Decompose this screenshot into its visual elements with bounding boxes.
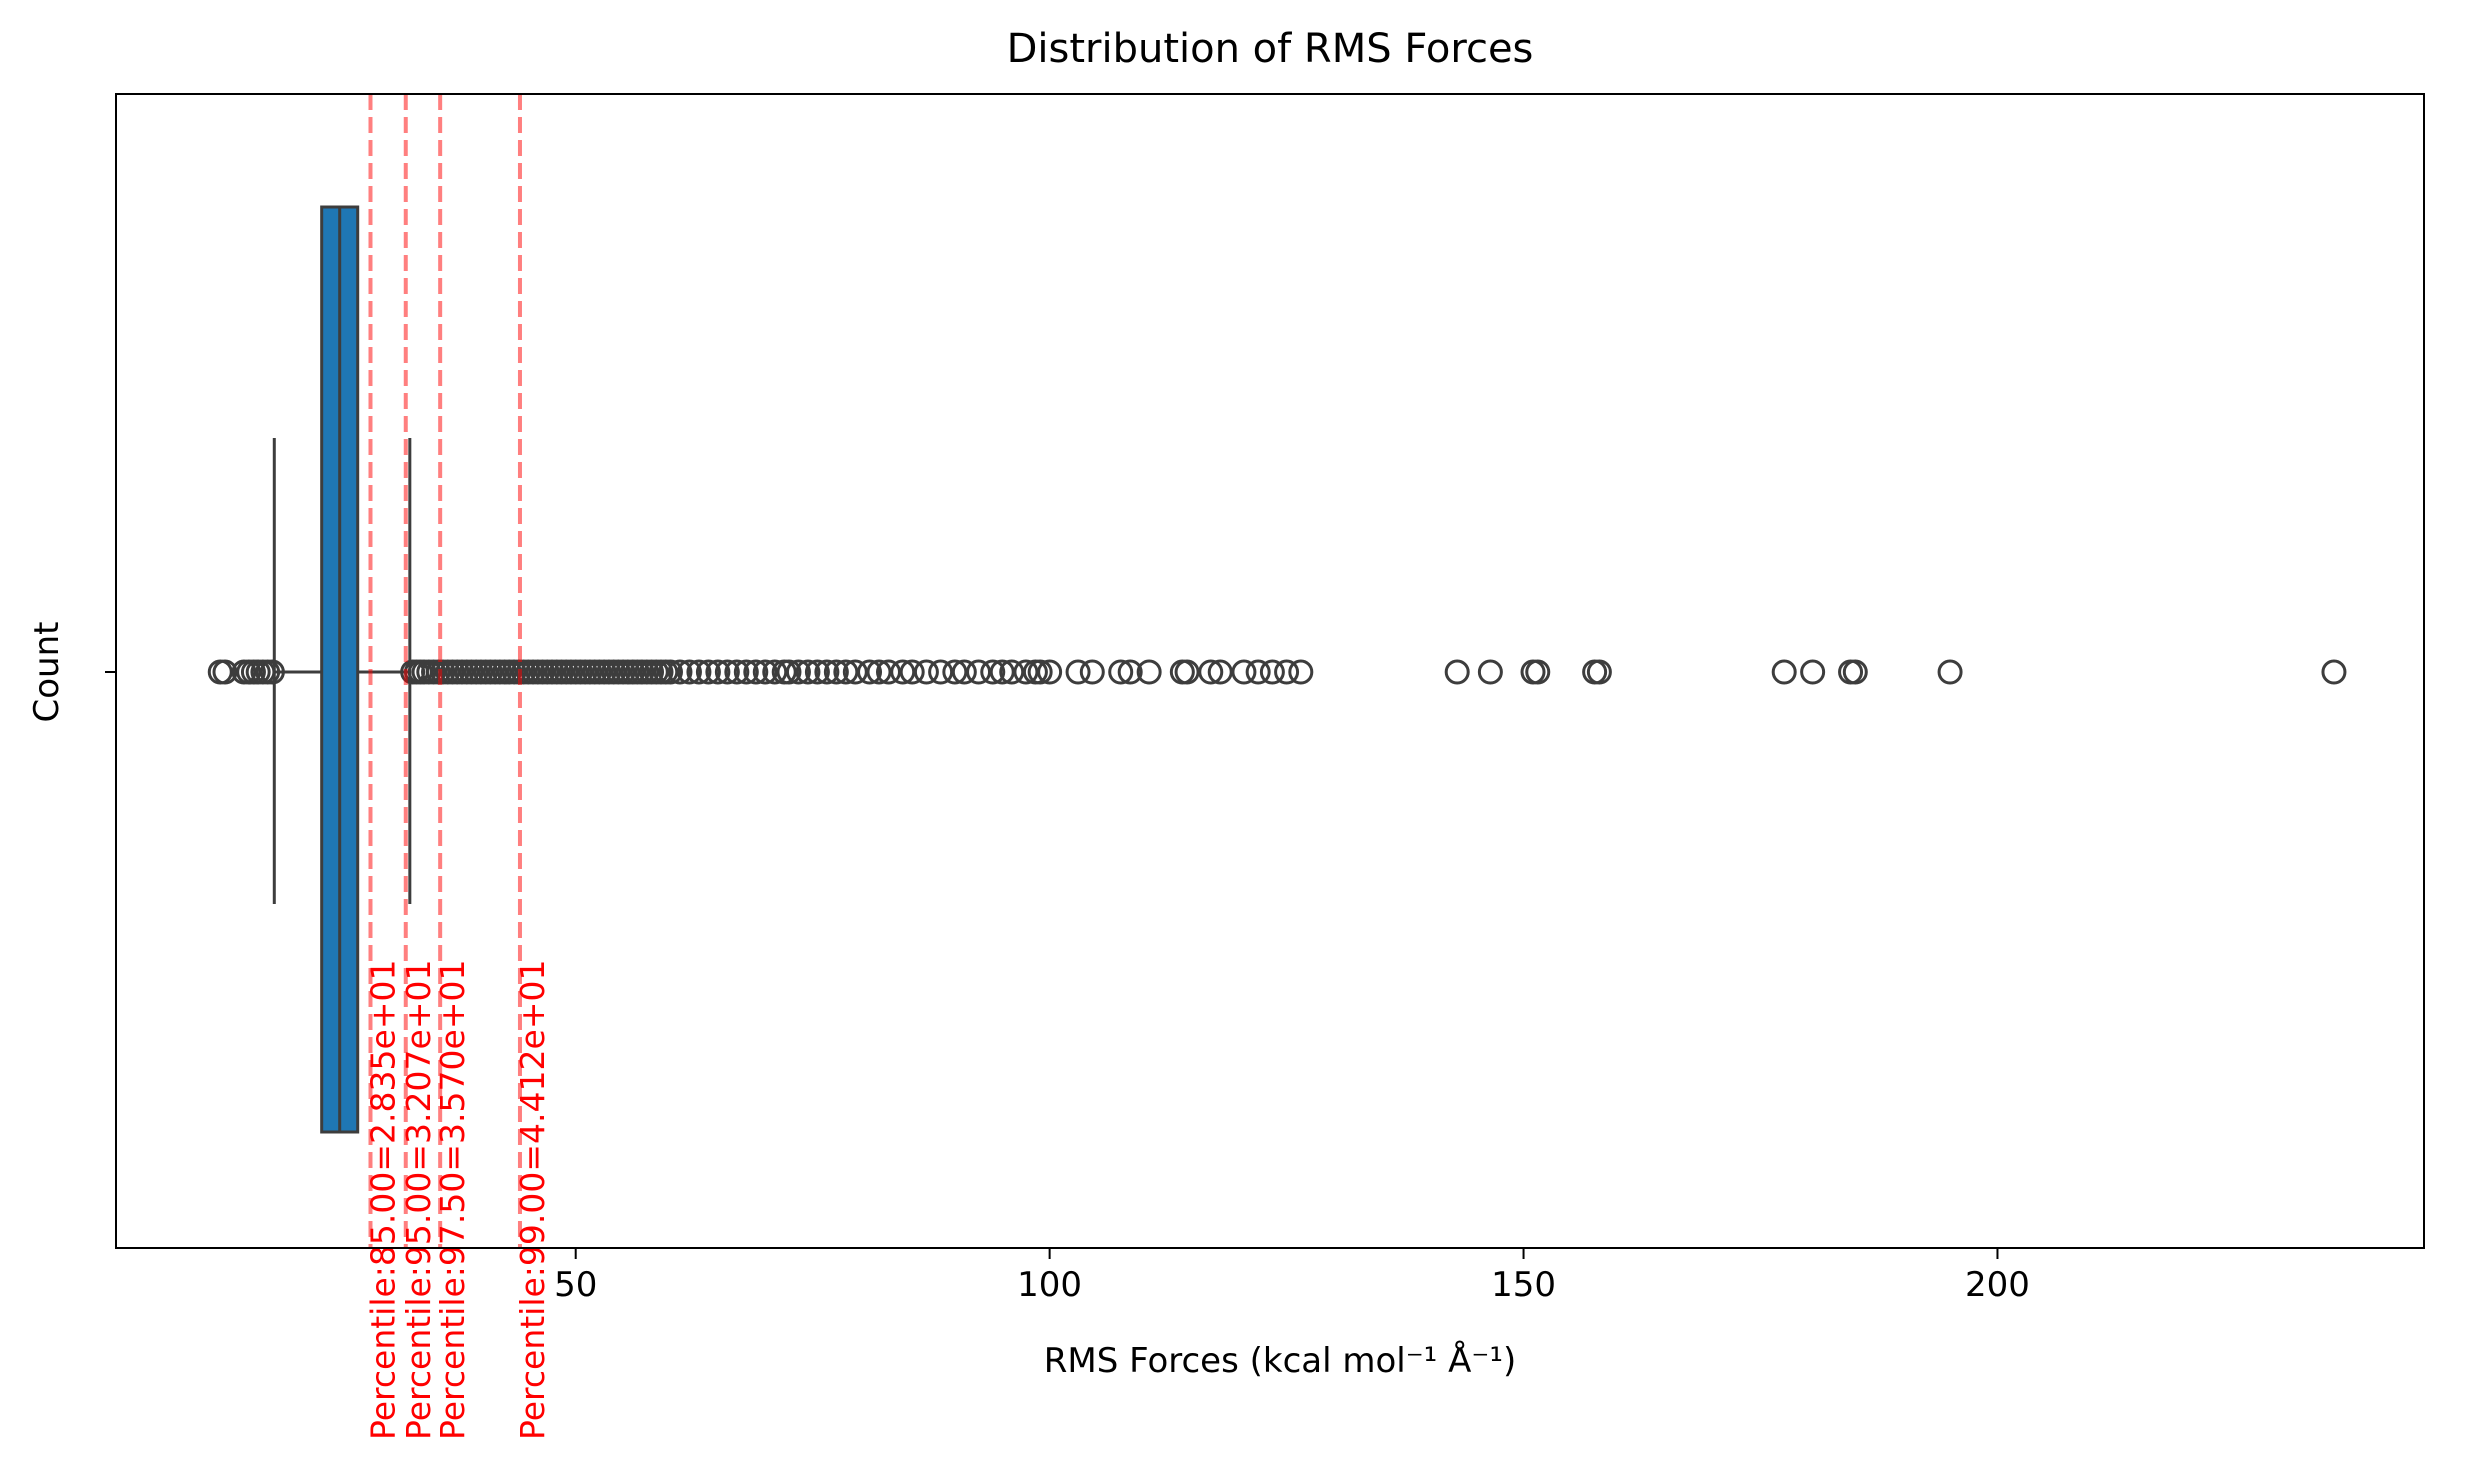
outlier-point: [1207, 659, 1233, 685]
outlier-point: [1800, 659, 1826, 685]
outlier-point: [1288, 659, 1314, 685]
outlier-point: [667, 659, 693, 685]
outlier-point: [733, 659, 759, 685]
outlier-point: [1013, 659, 1039, 685]
outlier-point: [714, 659, 740, 685]
box-plot: [272, 205, 412, 1134]
outlier-point: [1065, 659, 1091, 685]
outlier-point: [1444, 659, 1470, 685]
outlier-point: [899, 659, 925, 685]
outlier-point: [814, 659, 840, 685]
outlier-point: [1771, 659, 1797, 685]
outlier-point: [776, 659, 802, 685]
percentile-label: Percentile:95.00=3.207e+01: [399, 960, 438, 1440]
outlier-point: [785, 659, 811, 685]
outlier-point: [1231, 659, 1257, 685]
outlier-point: [695, 659, 721, 685]
x-axis-label: RMS Forces (kcal mol⁻¹ Å⁻¹): [1044, 1340, 1516, 1381]
outlier-point: [913, 659, 939, 685]
outlier-point: [676, 659, 702, 685]
outlier-point: [1027, 659, 1053, 685]
outlier-point: [212, 659, 238, 685]
outlier-point: [1245, 659, 1271, 685]
outlier-point: [1525, 659, 1551, 685]
outlier-point: [980, 659, 1006, 685]
outlier-point: [804, 659, 830, 685]
outlier-point: [762, 659, 788, 685]
outlier-point: [1079, 659, 1105, 685]
outlier-point: [1198, 659, 1224, 685]
chart-title: Distribution of RMS Forces: [1007, 26, 1534, 72]
outlier-point: [743, 659, 769, 685]
percentile-lines: Percentile:85.00=2.835e+01Percentile:95.…: [363, 94, 552, 1440]
outlier-point: [833, 659, 859, 685]
outlier-point: [890, 659, 916, 685]
outlier-point: [686, 659, 712, 685]
outlier-point: [795, 659, 821, 685]
outlier-point: [823, 659, 849, 685]
outlier-point: [842, 659, 868, 685]
x-tick-label: 200: [1965, 1265, 2030, 1305]
outlier-point: [866, 659, 892, 685]
outlier-point: [657, 659, 683, 685]
outlier-point: [999, 659, 1025, 685]
y-axis-label: Count: [27, 622, 67, 723]
outlier-point: [942, 659, 968, 685]
outlier-point: [1842, 659, 1868, 685]
percentile-label: Percentile:99.00=4.412e+01: [513, 960, 552, 1440]
x-tick-label: 150: [1491, 1265, 1556, 1305]
outlier-point: [1117, 659, 1143, 685]
outlier-point: [1136, 659, 1162, 685]
outlier-point: [1937, 659, 1963, 685]
outlier-point: [875, 659, 901, 685]
outlier-point: [2321, 659, 2347, 685]
outlier-point: [1174, 659, 1200, 685]
outlier-point: [966, 659, 992, 685]
outlier-point: [951, 659, 977, 685]
outlier-point: [928, 659, 954, 685]
outlier-point: [724, 659, 750, 685]
outlier-point: [1586, 659, 1612, 685]
outlier-point: [705, 659, 731, 685]
x-tick-label: 100: [1017, 1265, 1082, 1305]
x-tick-label: 50: [554, 1265, 597, 1305]
outlier-point: [752, 659, 778, 685]
outlier-point: [1108, 659, 1134, 685]
outlier-point: [1037, 659, 1063, 685]
outlier-point: [1477, 659, 1503, 685]
outlier-point: [1259, 659, 1285, 685]
outlier-point: [989, 659, 1015, 685]
outlier-point: [857, 659, 883, 685]
outlier-point: [1274, 659, 1300, 685]
percentile-label: Percentile:85.00=2.835e+01: [363, 960, 402, 1440]
percentile-label: Percentile:97.50=3.570e+01: [433, 960, 472, 1440]
outlier-layer: [207, 659, 2347, 685]
x-axis: 50 100 150 200: [554, 1248, 2030, 1305]
